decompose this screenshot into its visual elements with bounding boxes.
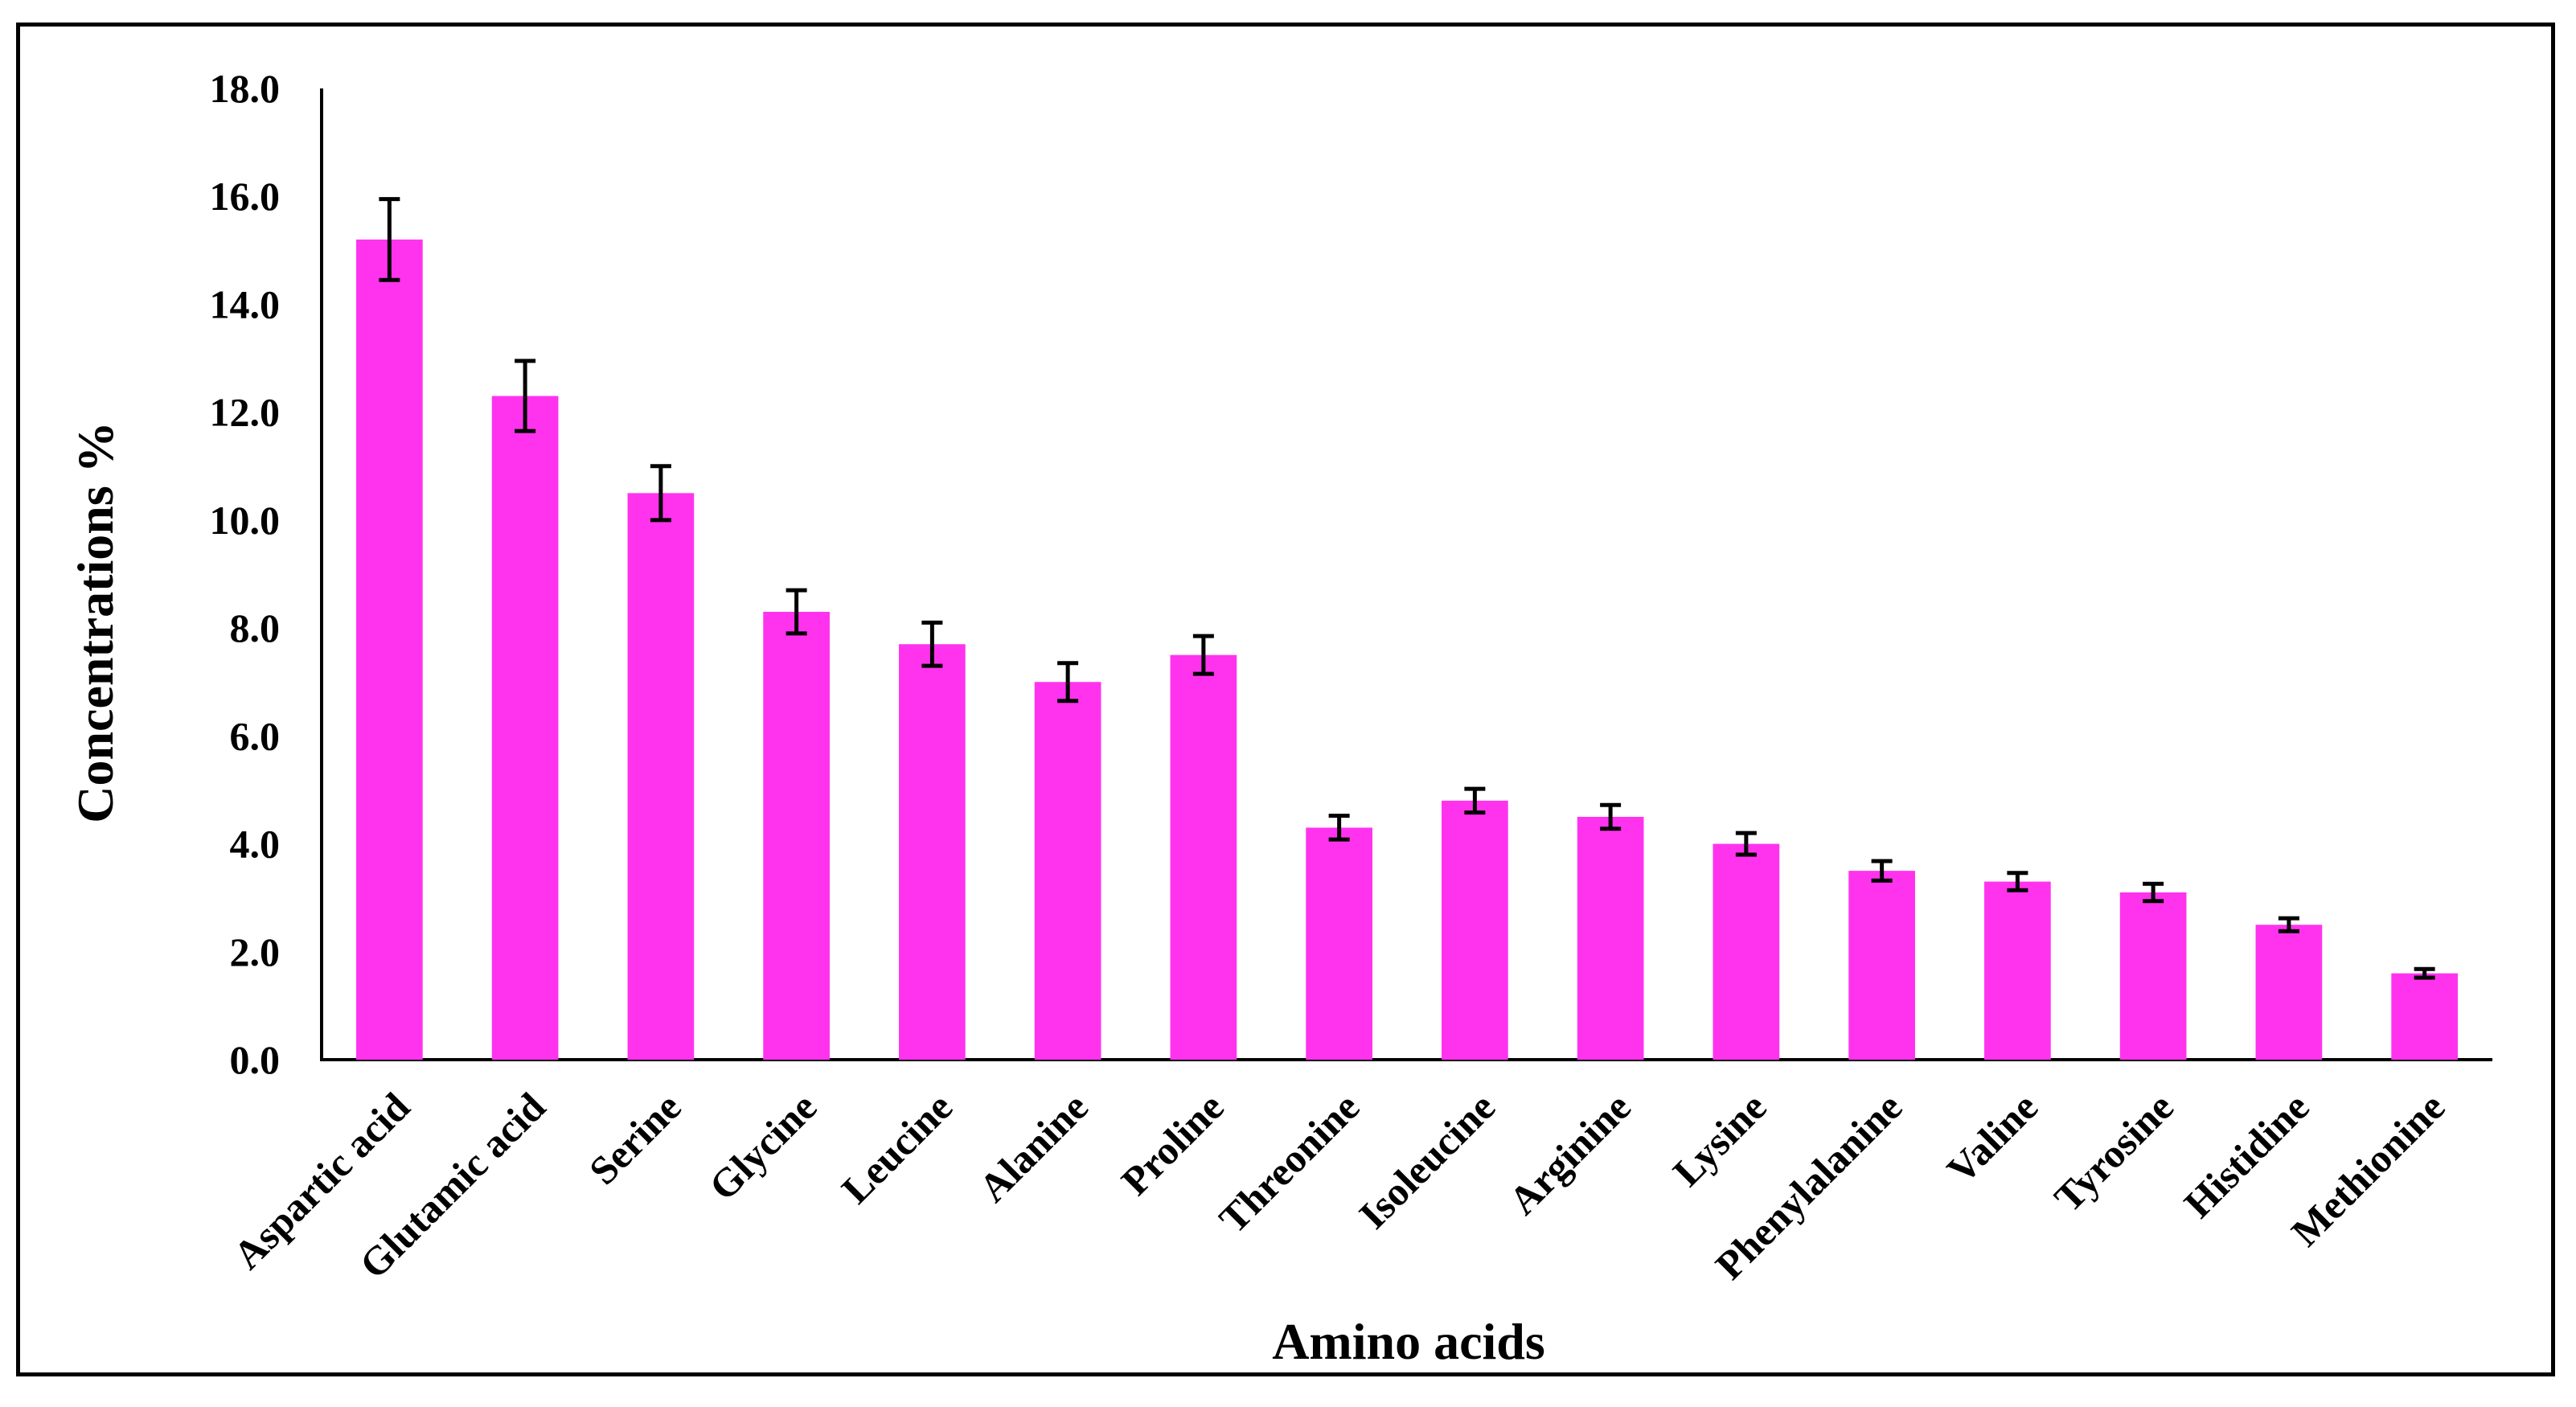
bar — [1577, 817, 1644, 1060]
y-axis-title: Concentrations % — [67, 421, 124, 823]
y-tick-label: 6.0 — [230, 713, 281, 758]
error-bar — [1600, 802, 1622, 831]
y-tick-label: 14.0 — [210, 281, 281, 326]
error-bar — [1328, 814, 1350, 842]
error-bars — [379, 197, 2435, 980]
bar — [1713, 843, 1780, 1060]
bar — [627, 493, 695, 1060]
y-tick-label: 2.0 — [230, 929, 281, 974]
error-bar — [921, 620, 943, 668]
error-bar — [1871, 859, 1893, 883]
x-tick-label: Arginine — [1500, 1084, 1639, 1223]
x-tick-label: Isoleucine — [1350, 1084, 1503, 1237]
error-bar — [786, 588, 807, 636]
bar — [763, 611, 830, 1060]
y-tick-label: 4.0 — [230, 822, 281, 867]
error-bar — [2414, 966, 2435, 980]
error-bar — [1057, 661, 1079, 704]
y-tick-labels: 0.0 2.0 4.0 6.0 8.0 10.0 12.0 14.0 16.0 18.0 — [210, 66, 281, 1082]
x-tick-label: Serine — [580, 1084, 690, 1193]
bar — [2391, 973, 2458, 1060]
error-bar — [1192, 634, 1214, 676]
bar — [899, 644, 966, 1060]
y-tick-label: 8.0 — [230, 605, 281, 650]
bar — [1848, 871, 1915, 1060]
x-tick-label: Leucine — [833, 1084, 961, 1212]
chart-frame — [16, 23, 2555, 1376]
x-tick-label: Valine — [1938, 1084, 2047, 1192]
bar — [1984, 881, 2051, 1060]
x-tick-label: Lysine — [1664, 1084, 1775, 1195]
bar — [1306, 827, 1372, 1060]
x-tick-label: Glycine — [700, 1084, 825, 1208]
x-axis-title: Amino acids — [1272, 1313, 1545, 1370]
y-tick-label: 18.0 — [210, 66, 281, 111]
error-bar — [2143, 881, 2164, 904]
x-tick-label: Alanine — [970, 1084, 1096, 1210]
y-tick-label: 12.0 — [210, 390, 281, 435]
bars — [356, 239, 2458, 1060]
x-tick-label: Threonine — [1210, 1084, 1368, 1241]
y-tick-label: 10.0 — [210, 498, 281, 543]
x-tick-label: Tyrosine — [2045, 1084, 2182, 1220]
bar — [2255, 925, 2323, 1060]
error-bar — [2278, 916, 2299, 933]
bar — [2119, 892, 2187, 1060]
error-bar — [515, 359, 536, 433]
error-bar — [1735, 831, 1757, 857]
bar — [1170, 654, 1237, 1060]
bar — [1442, 800, 1508, 1060]
y-tick-label: 16.0 — [210, 174, 281, 219]
error-bar — [1464, 786, 1486, 815]
error-bar — [379, 197, 400, 282]
x-tick-label: Proline — [1113, 1084, 1233, 1204]
y-tick-label: 0.0 — [230, 1037, 281, 1082]
bar — [1034, 682, 1101, 1060]
bar — [356, 239, 423, 1060]
error-bar — [650, 464, 671, 523]
x-tick-label: Histidine — [2176, 1084, 2318, 1226]
bar — [491, 396, 559, 1060]
error-bar — [2007, 871, 2028, 892]
